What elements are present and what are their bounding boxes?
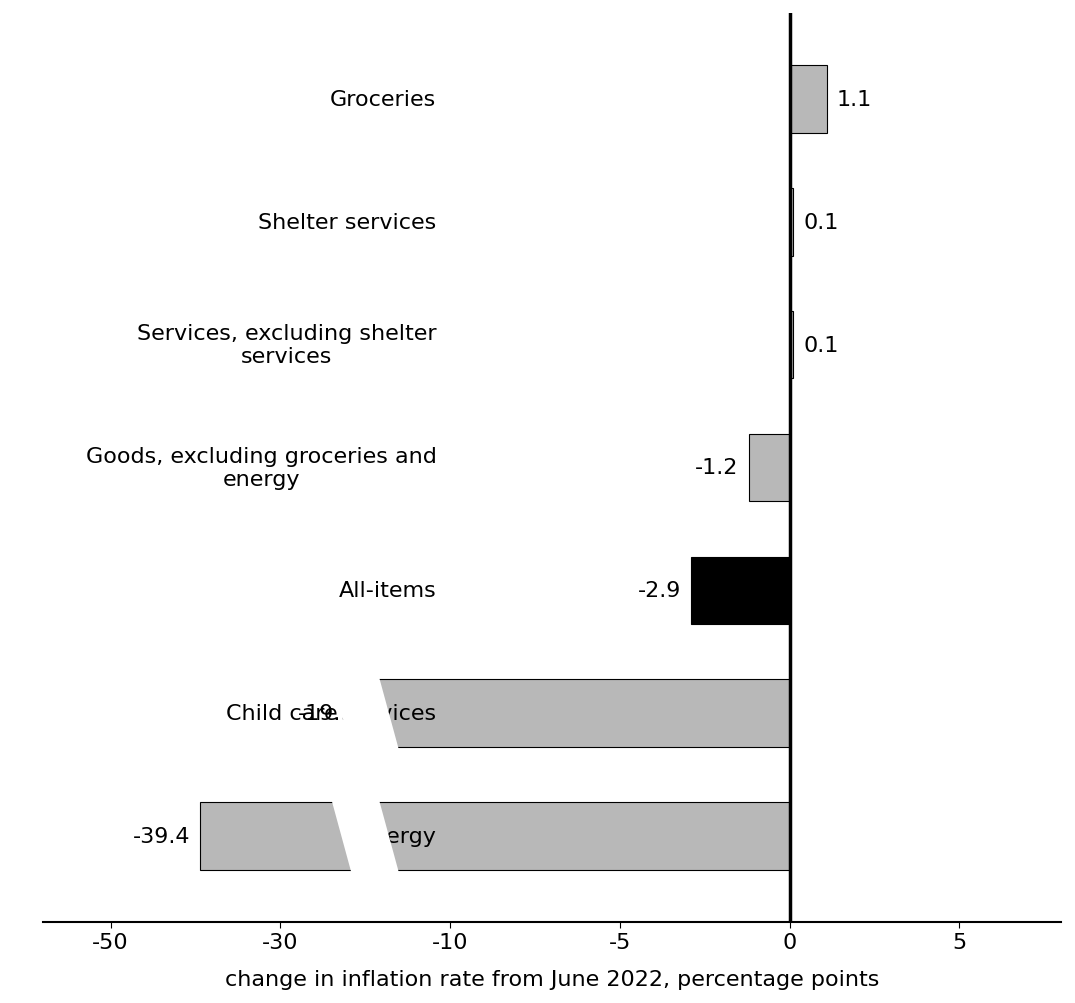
Text: 1.1: 1.1 (837, 90, 872, 109)
Text: -19.9: -19.9 (298, 703, 356, 723)
Text: -2.9: -2.9 (637, 581, 680, 601)
Text: Services, excluding shelter
services: Services, excluding shelter services (137, 324, 436, 367)
Bar (691, 557, 789, 625)
Text: Goods, excluding groceries and
energy: Goods, excluding groceries and energy (86, 446, 436, 489)
Polygon shape (346, 792, 401, 880)
Text: 0.1: 0.1 (803, 335, 838, 355)
Text: 0.1: 0.1 (803, 213, 838, 233)
Text: -1.2: -1.2 (696, 458, 739, 478)
Text: Groceries: Groceries (330, 90, 436, 109)
Bar (789, 312, 793, 379)
Bar (789, 66, 827, 133)
Text: Energy: Energy (359, 826, 436, 847)
Bar (749, 434, 789, 502)
X-axis label: change in inflation rate from June 2022, percentage points: change in inflation rate from June 2022,… (225, 969, 879, 989)
Polygon shape (346, 670, 401, 757)
Text: -39.4: -39.4 (133, 826, 190, 847)
Text: Child care services: Child care services (227, 703, 436, 723)
Polygon shape (330, 792, 384, 880)
Text: All-items: All-items (339, 581, 436, 601)
Bar (201, 802, 789, 870)
Bar (789, 189, 793, 257)
Polygon shape (330, 670, 384, 757)
Bar (366, 680, 789, 747)
Text: Shelter services: Shelter services (258, 213, 436, 233)
